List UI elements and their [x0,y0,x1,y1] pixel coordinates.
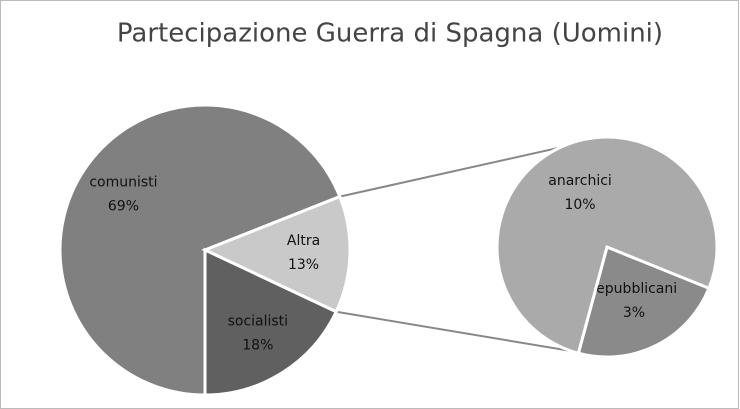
slice-value-label: 3% [623,305,645,321]
chart-title: Partecipazione Guerra di Spagna (Uomini) [117,19,663,49]
slice-value-label: 69% [108,199,139,215]
slice-label: repubblicani [591,281,677,297]
pie-slice [495,135,719,356]
slice-value-label: 13% [288,257,319,273]
pie-slice [201,194,352,314]
slice-label: comunisti [89,175,157,191]
pie-slice [203,247,339,397]
pie-slice [576,244,711,359]
slice-label: anarchici [548,173,612,189]
pie-slice [58,103,342,397]
slice-label: socialisti [228,313,288,329]
slice-label: Altra [287,233,320,249]
slice-value-label: 18% [242,337,273,353]
connector [336,310,608,358]
slice-value-label: 10% [564,197,595,213]
